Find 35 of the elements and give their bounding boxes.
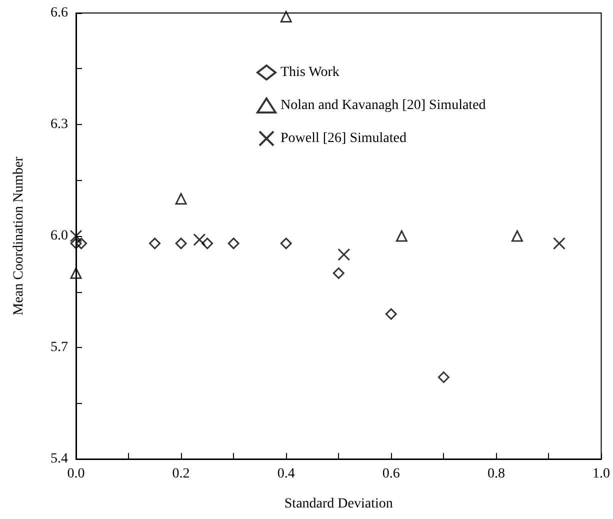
point (280, 238, 292, 250)
legend-label: Powell [26] Simulated (280, 131, 406, 146)
point (511, 230, 523, 242)
point (175, 193, 187, 205)
point (438, 371, 450, 383)
legend-label: This Work (280, 65, 340, 80)
point (70, 267, 82, 279)
point (280, 10, 292, 22)
y-tick-label: 6.6 (50, 6, 68, 20)
point (338, 248, 350, 261)
x-tick-label: 0.0 (67, 466, 85, 482)
x-tick-label: 0.8 (487, 466, 505, 482)
point (70, 230, 82, 242)
x-tick-label: 0.6 (382, 466, 400, 482)
x-tick-label: 0.4 (277, 466, 295, 482)
x-tick-label: 1.0 (592, 466, 610, 482)
point (149, 238, 161, 250)
legend-label: Nolan and Kavanagh [20] Simulated (280, 98, 486, 113)
point (76, 238, 88, 250)
y-tick-label: 5.4 (50, 452, 68, 466)
point (193, 233, 206, 246)
x-axis-title: Standard Deviation (284, 496, 393, 512)
point (552, 237, 566, 250)
point (70, 238, 82, 250)
point (332, 267, 344, 279)
point (175, 238, 187, 250)
point (228, 238, 240, 250)
point (396, 230, 408, 242)
x-tick-label: 0.2 (172, 466, 190, 482)
y-tick-label: 6.0 (50, 228, 68, 244)
y-axis-title: Mean Coordination Number (12, 156, 26, 316)
point (385, 308, 397, 320)
point (202, 238, 214, 250)
y-tick-label: 5.7 (50, 340, 68, 355)
y-tick-label: 6.3 (50, 117, 68, 132)
